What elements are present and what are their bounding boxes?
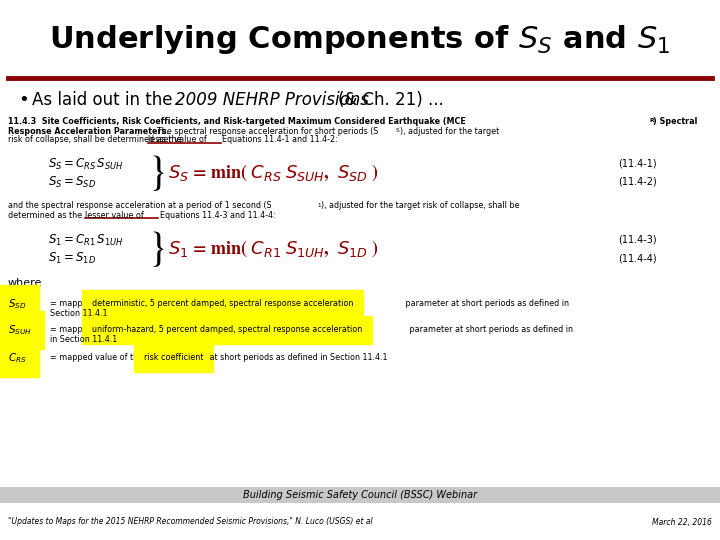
Text: $S_1 = S_{1D}$: $S_1 = S_{1D}$ <box>48 251 96 266</box>
Text: •: • <box>18 91 29 109</box>
Text: Section 11.4.1: Section 11.4.1 <box>50 308 107 318</box>
Text: $S_{SUH}$: $S_{SUH}$ <box>8 323 32 337</box>
Text: (& Ch. 21) ...: (& Ch. 21) ... <box>338 91 444 109</box>
Text: $C_{RS}$: $C_{RS}$ <box>8 351 27 365</box>
Text: R: R <box>649 118 654 124</box>
Text: The spectral response acceleration for short periods (S: The spectral response acceleration for s… <box>152 126 379 136</box>
Text: (11.4-2): (11.4-2) <box>618 177 657 187</box>
Text: Response Acceleration Parameters.: Response Acceleration Parameters. <box>8 126 169 136</box>
Text: uniform-hazard, 5 percent damped, spectral response acceleration: uniform-hazard, 5 percent damped, spectr… <box>92 326 362 334</box>
Text: risk coefficient: risk coefficient <box>144 354 203 362</box>
Text: ) Spectral: ) Spectral <box>653 118 698 126</box>
Text: in Section 11.4.1: in Section 11.4.1 <box>50 335 117 345</box>
Text: }: } <box>148 230 168 268</box>
Bar <box>0 487 720 503</box>
Text: Equations 11.4-3 and 11.4-4:: Equations 11.4-3 and 11.4-4: <box>160 211 276 219</box>
Text: and the spectral response acceleration at a period of 1 second (S: and the spectral response acceleration a… <box>8 201 271 211</box>
Text: Equations 11.4-1 and 11.4-2:: Equations 11.4-1 and 11.4-2: <box>222 136 338 145</box>
Text: (11.4-4): (11.4-4) <box>618 253 657 263</box>
Text: $S_1$ = min( $C_{R1}$ $S_{1UH}$,  $S_{1D}$ ): $S_1$ = min( $C_{R1}$ $S_{1UH}$, $S_{1D}… <box>168 239 379 259</box>
Text: $S_{SD}$: $S_{SD}$ <box>8 297 27 311</box>
Text: (11.4-3): (11.4-3) <box>618 235 657 245</box>
Text: parameter at short periods as defined in: parameter at short periods as defined in <box>403 300 569 308</box>
Text: $S_1 = C_{R1}\,S_{1UH}$: $S_1 = C_{R1}\,S_{1UH}$ <box>48 232 124 247</box>
Text: Underlying Components of $S_S$ and $S_1$: Underlying Components of $S_S$ and $S_1$ <box>50 24 670 57</box>
Text: risk of collapse, shall be determined as the: risk of collapse, shall be determined as… <box>8 136 184 145</box>
Text: where: where <box>8 278 42 288</box>
Text: (11.4-1): (11.4-1) <box>618 159 657 169</box>
Text: determined as the: determined as the <box>8 211 85 219</box>
Text: As laid out in the: As laid out in the <box>32 91 178 109</box>
Text: Building Seismic Safety Council (BSSC) Webinar: Building Seismic Safety Council (BSSC) W… <box>243 490 477 500</box>
Text: = mapped value of the: = mapped value of the <box>50 354 145 362</box>
Text: ), adjusted for the target risk of collapse, shall be: ), adjusted for the target risk of colla… <box>321 201 520 211</box>
Text: ), adjusted for the target: ), adjusted for the target <box>400 126 499 136</box>
Text: lesser value of: lesser value of <box>148 136 207 145</box>
Text: March 22, 2016: March 22, 2016 <box>652 517 712 526</box>
Text: deterministic, 5 percent damped, spectral response acceleration: deterministic, 5 percent damped, spectra… <box>92 300 354 308</box>
Text: }: } <box>148 154 168 192</box>
Text: parameter at short periods as defined in: parameter at short periods as defined in <box>407 326 573 334</box>
Text: lesser value of: lesser value of <box>85 211 144 219</box>
Text: S: S <box>396 128 400 133</box>
Text: 2009 NEHRP Provisions: 2009 NEHRP Provisions <box>175 91 369 109</box>
Text: 11.4.3  Site Coefficients, Risk Coefficients, and Risk-targeted Maximum Consider: 11.4.3 Site Coefficients, Risk Coefficie… <box>8 118 466 126</box>
Text: $S_S = C_{RS}\,S_{SUH}$: $S_S = C_{RS}\,S_{SUH}$ <box>48 157 124 172</box>
Text: $S_S = S_{SD}$: $S_S = S_{SD}$ <box>48 174 96 190</box>
Text: "Updates to Maps for the 2015 NEHRP Recommended Seismic Provisions," N. Luco (US: "Updates to Maps for the 2015 NEHRP Reco… <box>8 517 373 526</box>
Text: = mapped: = mapped <box>50 326 95 334</box>
Text: = mapped: = mapped <box>50 300 95 308</box>
Text: at short periods as defined in Section 11.4.1: at short periods as defined in Section 1… <box>207 354 387 362</box>
Text: $S_S$ = min( $C_{RS}$ $S_{SUH}$,  $S_{SD}$ ): $S_S$ = min( $C_{RS}$ $S_{SUH}$, $S_{SD}… <box>168 163 379 184</box>
Text: 1: 1 <box>317 203 320 208</box>
